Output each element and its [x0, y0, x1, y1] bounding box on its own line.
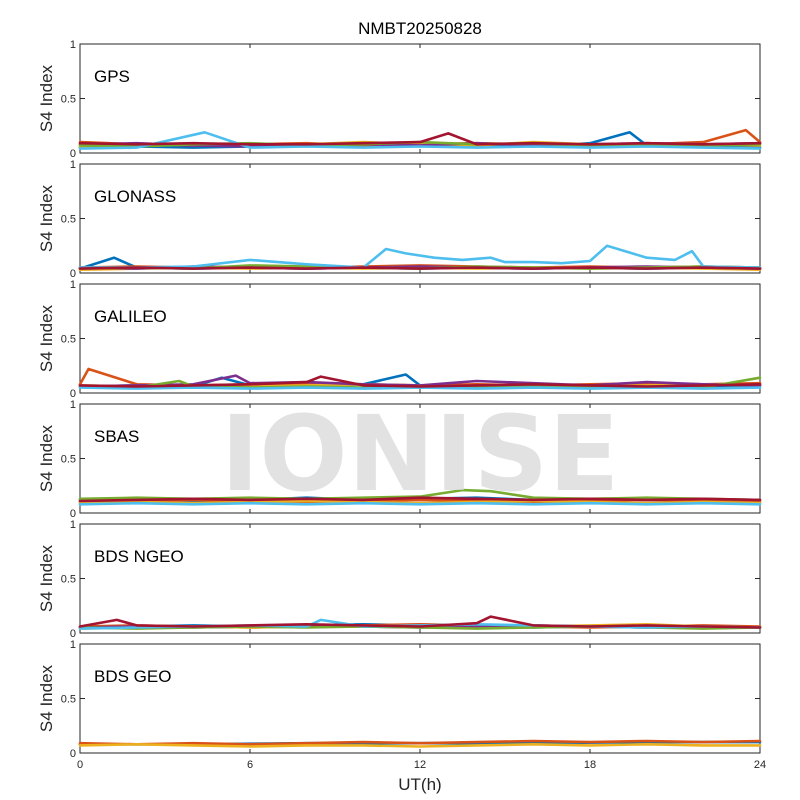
y-tick-label: 1	[70, 519, 76, 531]
panel-gps: 0 0.5 1 GPS S4 Index	[37, 39, 762, 160]
y-tick-label: 0	[70, 748, 76, 760]
panel-sbas: 0 0.5 1 SBAS S4 Index	[37, 399, 762, 520]
series-line	[78, 131, 762, 150]
y-tick-label: 0	[70, 388, 76, 400]
y-tick-label: 0	[70, 508, 76, 520]
y-tick-label: 1	[70, 39, 76, 51]
y-tick-label: 0.5	[61, 334, 76, 346]
panel-galileo: 0 0.5 1 GALILEO S4 Index	[37, 279, 762, 400]
y-axis-label: S4 Index	[37, 64, 56, 132]
panel-axes-box	[79, 403, 761, 514]
panel-bds-ngeo: 0 0.5 1 BDS NGEO S4 Index	[37, 519, 762, 640]
x-tick-label: 24	[754, 759, 766, 771]
panel-glonass: 0 0.5 1 GLONASS S4 Index	[37, 159, 762, 280]
y-tick-label: 1	[70, 159, 76, 171]
panel-label: GPS	[94, 67, 130, 86]
chart-title: NMBT20250828	[358, 19, 482, 38]
panel-label: GLONASS	[94, 187, 176, 206]
series-line	[78, 742, 762, 748]
series-line	[78, 615, 762, 629]
y-tick-label: 1	[70, 639, 76, 651]
panel-axes-box	[79, 283, 761, 394]
x-tick-label: 18	[584, 759, 596, 771]
y-tick-label: 0.5	[61, 454, 76, 466]
y-axis-label: S4 Index	[37, 664, 56, 732]
series-line	[78, 496, 762, 503]
x-tick-label: 0	[77, 759, 83, 771]
panel-label: BDS GEO	[94, 667, 171, 686]
y-tick-label: 1	[70, 399, 76, 411]
series-line	[78, 132, 762, 146]
y-axis-label: S4 Index	[37, 304, 56, 372]
y-axis-label: S4 Index	[37, 424, 56, 492]
y-tick-label: 0.5	[61, 214, 76, 226]
y-tick-label: 0.5	[61, 94, 76, 106]
watermark-text: IONISE	[221, 393, 620, 515]
y-tick-label: 0.5	[61, 694, 76, 706]
panel-axes-box	[79, 523, 761, 634]
y-axis-label: S4 Index	[37, 544, 56, 612]
y-tick-label: 0	[70, 628, 76, 640]
panel-axes-box	[79, 643, 761, 754]
x-axis-label: UT(h)	[398, 775, 441, 794]
panel-label: BDS NGEO	[94, 547, 184, 566]
panel-label: SBAS	[94, 427, 139, 446]
y-tick-label: 0.5	[61, 574, 76, 586]
y-tick-label: 1	[70, 279, 76, 291]
panel-bds-geo: 0 0.5 1 BDS GEO S4 Index	[37, 639, 762, 760]
series-line	[78, 266, 762, 270]
series-line	[78, 244, 762, 269]
y-tick-label: 0	[70, 268, 76, 280]
series-line	[78, 739, 762, 746]
panel-label: GALILEO	[94, 307, 167, 326]
x-tick-label: 6	[247, 759, 253, 771]
series-line	[78, 501, 762, 506]
y-tick-label: 0	[70, 148, 76, 160]
series-line	[78, 375, 762, 388]
y-axis-label: S4 Index	[37, 184, 56, 252]
x-tick-label: 12	[414, 759, 426, 771]
